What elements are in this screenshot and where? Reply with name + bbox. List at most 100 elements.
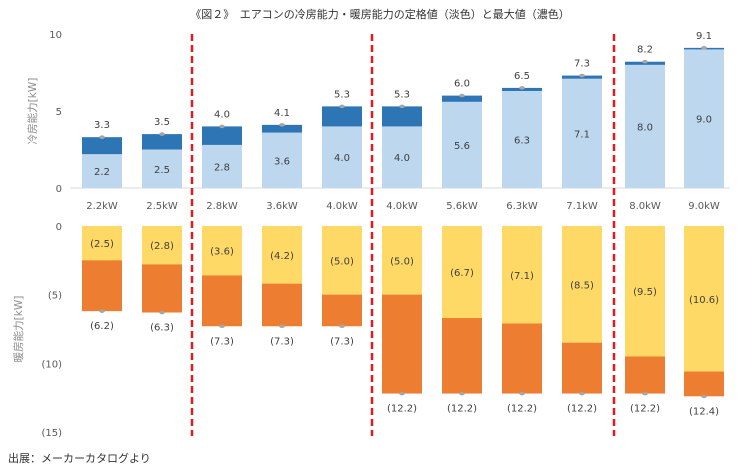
heating-max-label: (7.3): [210, 336, 234, 347]
cooling-rated-label: 5.6: [454, 141, 470, 152]
cooling-max-label: 6.5: [514, 71, 530, 82]
cooling-rated-bar: [82, 154, 122, 188]
chart-title: 《図２》 エアコンの冷房能力・暖房能力の定格値（淡色）と最大値（濃色）: [190, 7, 570, 21]
cooling-rated-label: 4.0: [394, 153, 410, 164]
category-label: 2.5kW: [146, 201, 178, 212]
cooling-rated-bar: [625, 64, 665, 188]
cooling-rated-bar: [684, 49, 724, 189]
cooling-axis-label: 冷房能力[kW]: [26, 78, 39, 145]
category-label: 2.8kW: [206, 201, 238, 212]
heating-rated-label: (10.6): [689, 295, 719, 306]
cooling-max-marker: [519, 86, 525, 90]
heating-rated-label: (6.7): [450, 268, 474, 279]
cooling-rated-bar: [142, 149, 182, 188]
cooling-rated-label: 2.5: [154, 165, 170, 176]
heating-max-marker: [642, 391, 648, 396]
category-label: 5.6kW: [446, 201, 478, 212]
heating-tick-label: (15): [41, 428, 62, 439]
heating-rated-bar: [562, 226, 602, 343]
heating-max-label: (7.3): [270, 336, 294, 347]
cooling-max-label: 5.3: [334, 89, 350, 100]
cooling-rated-label: 2.8: [214, 162, 230, 173]
heating-rated-bar: [322, 226, 362, 295]
category-label: 8.0kW: [629, 201, 661, 212]
heating-panel: 0 (5) (10) (15) 暖房能力[kW] (6.2) (2.5) (6.3) (2.8)…: [12, 222, 724, 439]
cooling-rated-bar: [382, 126, 422, 188]
category-label: 4.0kW: [386, 201, 418, 212]
heating-rated-label: (3.6): [210, 247, 234, 258]
heating-axis-label: 暖房能力[kW]: [12, 296, 25, 363]
cooling-rated-label: 2.2: [94, 167, 110, 178]
cooling-tick-label: 10: [49, 30, 62, 41]
cooling-rated-bar: [562, 78, 602, 188]
heating-max-label: (12.2): [630, 404, 660, 415]
heating-rated-label: (5.0): [330, 256, 354, 267]
chart-source: 出展：メーカーカタログより: [8, 451, 151, 465]
cooling-max-marker: [279, 123, 285, 127]
cooling-rated-label: 6.3: [514, 135, 530, 146]
heating-max-marker: [579, 391, 585, 396]
cooling-max-label: 4.0: [214, 109, 230, 120]
cooling-max-label: 3.3: [94, 120, 110, 131]
heating-rated-label: (2.5): [90, 239, 114, 250]
cooling-rated-bar: [442, 101, 482, 188]
heating-rated-bar: [382, 226, 422, 295]
heating-rated-label: (7.1): [510, 271, 534, 282]
heating-rated-label: (2.8): [150, 241, 174, 252]
cooling-max-marker: [99, 135, 105, 139]
heating-rated-label: (5.0): [390, 256, 414, 267]
heating-max-label: (7.3): [330, 336, 354, 347]
cooling-rated-label: 4.0: [334, 153, 350, 164]
cooling-max-marker: [399, 104, 405, 109]
cooling-max-label: 6.0: [454, 79, 470, 90]
cooling-max-label: 5.3: [394, 89, 410, 100]
heating-rated-bar: [502, 226, 542, 324]
cooling-tick-label: 5: [56, 107, 62, 118]
cooling-max-marker: [159, 132, 165, 136]
heating-rated-bar: [262, 226, 302, 284]
heating-max-marker: [279, 324, 285, 329]
cooling-tick-label: 0: [56, 184, 62, 195]
heating-max-label: (12.2): [387, 404, 417, 415]
heating-max-label: (12.2): [507, 404, 537, 415]
cooling-rated-bar: [322, 126, 362, 188]
heating-max-marker: [339, 324, 345, 329]
group-dividers: [190, 34, 616, 436]
cooling-max-label: 4.1: [274, 108, 290, 119]
heating-max-label: (6.3): [150, 323, 174, 334]
heating-max-marker: [701, 394, 707, 399]
cooling-rated-bar: [202, 144, 242, 188]
cooling-max-marker: [579, 73, 585, 78]
heating-rated-bar: [202, 226, 242, 276]
category-label: 2.2kW: [86, 201, 118, 212]
cooling-max-label: 8.2: [637, 45, 653, 56]
cooling-max-marker: [701, 46, 707, 50]
heating-rated-label: (4.2): [270, 251, 294, 262]
cooling-max-marker: [339, 104, 345, 109]
heating-max-label: (6.2): [90, 321, 114, 332]
heating-tick-label: 0: [56, 222, 62, 233]
cooling-max-label: 9.1: [696, 31, 712, 42]
category-label: 4.0kW: [326, 201, 358, 212]
category-label: 3.6kW: [266, 201, 298, 212]
cooling-max-marker: [459, 93, 465, 98]
heating-max-marker: [519, 391, 525, 396]
category-label: 7.1kW: [566, 201, 598, 212]
cooling-max-label: 3.5: [154, 117, 170, 128]
cooling-rated-label: 8.0: [637, 122, 653, 133]
heating-max-label: (12.2): [567, 404, 597, 415]
heating-rated-label: (8.5): [570, 280, 594, 291]
category-label: 6.3kW: [506, 201, 538, 212]
cooling-rated-bar: [262, 132, 302, 188]
category-label: 9.0kW: [688, 201, 720, 212]
heating-max-label: (12.4): [689, 406, 719, 417]
heating-rated-label: (9.5): [633, 287, 657, 298]
cooling-rated-label: 3.6: [274, 156, 290, 167]
heating-rated-bar: [442, 226, 482, 319]
cooling-max-marker: [642, 59, 648, 64]
heating-tick-label: (5): [48, 291, 62, 302]
cooling-panel: 0 5 10 冷房能力[kW] 3.3 2.2 2.2kW 3.5 2.5 2.5kW 4.0 2.8…: [26, 30, 730, 212]
heating-rated-bar: [625, 226, 665, 357]
heating-rated-bar: [684, 226, 724, 372]
